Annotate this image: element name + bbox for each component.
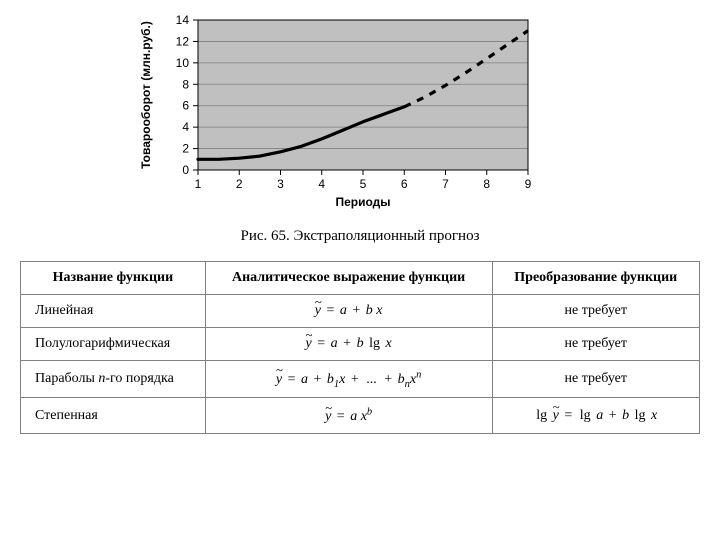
func-transform: не требует — [492, 328, 700, 361]
svg-text:14: 14 — [176, 13, 190, 27]
col-transform: Преобразование функции — [492, 262, 700, 295]
svg-text:2: 2 — [182, 142, 189, 156]
svg-text:4: 4 — [182, 120, 189, 134]
svg-text:2: 2 — [236, 177, 243, 191]
table-row: Степенная y = a xb lg y = lg a + b lg x — [21, 398, 700, 434]
col-name: Название функции — [21, 262, 206, 295]
table-row: Полулогарифмическая y = a + b lg x не тр… — [21, 328, 700, 361]
extrapolation-chart: 02468101214123456789ПериодыТоварооборот … — [120, 10, 550, 220]
svg-text:Периоды: Периоды — [335, 195, 390, 209]
functions-table: Название функции Аналитическое выражение… — [20, 261, 700, 434]
func-expr: y = a + b1x + ... + bnxn — [205, 361, 492, 398]
svg-text:7: 7 — [442, 177, 449, 191]
table-header-row: Название функции Аналитическое выражение… — [21, 262, 700, 295]
func-name: Линейная — [21, 295, 206, 328]
chart-container: 02468101214123456789ПериодыТоварооборот … — [120, 10, 550, 220]
svg-text:6: 6 — [182, 99, 189, 113]
func-transform: не требует — [492, 361, 700, 398]
func-expr: y = a + b x — [205, 295, 492, 328]
svg-text:8: 8 — [483, 177, 490, 191]
svg-text:Товарооборот (млн.руб.): Товарооборот (млн.руб.) — [139, 21, 153, 169]
func-name: Параболы n-го порядка — [21, 361, 206, 398]
figure-caption: Рис. 65. Экстраполяционный прогноз — [20, 228, 700, 245]
func-transform: lg y = lg a + b lg x — [492, 398, 700, 434]
svg-text:5: 5 — [360, 177, 367, 191]
func-expr: y = a + b lg x — [205, 328, 492, 361]
svg-text:1: 1 — [195, 177, 202, 191]
func-name: Степенная — [21, 398, 206, 434]
func-expr: y = a xb — [205, 398, 492, 434]
col-expression: Аналитическое выражение функции — [205, 262, 492, 295]
func-transform: не требует — [492, 295, 700, 328]
table-row: Линейная y = a + b x не требует — [21, 295, 700, 328]
table-row: Параболы n-го порядка y = a + b1x + ... … — [21, 361, 700, 398]
svg-text:3: 3 — [277, 177, 284, 191]
svg-text:10: 10 — [176, 56, 190, 70]
svg-text:9: 9 — [525, 177, 532, 191]
svg-text:6: 6 — [401, 177, 408, 191]
svg-text:0: 0 — [182, 163, 189, 177]
func-name: Полулогарифмическая — [21, 328, 206, 361]
svg-text:4: 4 — [318, 177, 325, 191]
svg-text:12: 12 — [176, 34, 190, 48]
svg-text:8: 8 — [182, 77, 189, 91]
